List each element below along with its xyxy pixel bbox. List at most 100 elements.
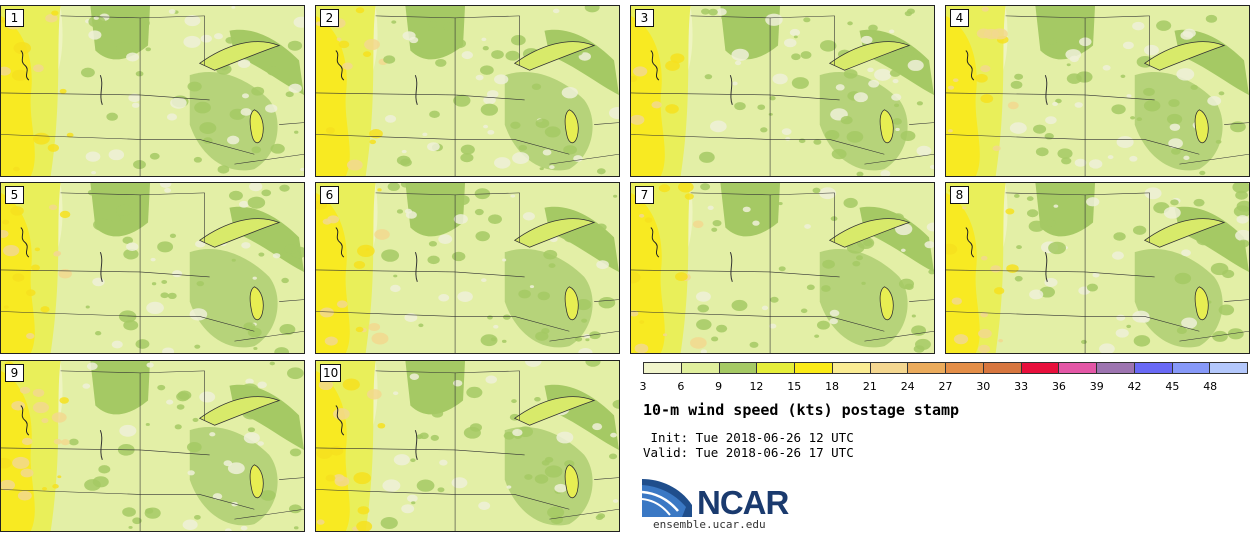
wind-speckle (131, 102, 140, 108)
wind-speckle (452, 38, 467, 49)
wind-speckle (353, 472, 371, 485)
state-boundary (946, 134, 1200, 155)
wind-speckle (1190, 84, 1198, 90)
wind-speckle (1156, 20, 1172, 31)
wind-speckle (639, 320, 645, 324)
wind-speckle (900, 130, 916, 142)
ncar-logo-text: NCAR (697, 484, 789, 521)
valid-time: Valid: Tue 2018-06-26 17 UTC (643, 445, 854, 460)
lake-superior (828, 218, 911, 248)
wind-speckle (164, 188, 172, 193)
wind-zone-9-12 (189, 427, 278, 526)
wind-speckle (843, 197, 858, 209)
wind-speckle (1169, 123, 1181, 131)
colorbar-swatch (719, 363, 758, 373)
wind-speckle (396, 209, 404, 214)
colorbar-tick: 33 (1014, 380, 1029, 393)
wind-speed-field (316, 183, 619, 353)
wind-speckle (356, 520, 373, 531)
wind-speckle (281, 277, 289, 284)
wind-zone-15-18 (316, 15, 350, 176)
river-line (335, 50, 345, 81)
wind-speckle (675, 272, 688, 282)
wind-zone-9-12 (405, 183, 466, 237)
wind-speckle (269, 361, 275, 366)
member-number-label: 5 (5, 186, 24, 204)
wind-speckle (243, 432, 260, 444)
wind-speckle (199, 391, 216, 403)
wind-speckle (1168, 99, 1180, 108)
wind-speckle (41, 418, 49, 424)
wind-speckle (830, 216, 838, 222)
wind-speckle (704, 74, 713, 80)
state-boundary (234, 508, 304, 520)
wind-speckle (1171, 148, 1181, 155)
wind-speckle (494, 157, 511, 169)
colorbar-swatch (983, 363, 1022, 373)
wind-speckle (135, 71, 144, 77)
wind-speckle (684, 193, 694, 200)
wind-speckle (658, 184, 671, 193)
wind-speckle (861, 281, 866, 285)
wind-speckle (734, 102, 746, 111)
wind-speckle (428, 241, 438, 247)
state-boundary (1084, 17, 1155, 101)
river-line (335, 405, 345, 436)
wind-speckle (279, 323, 296, 336)
wind-speckle (1061, 157, 1072, 165)
wind-speckle (249, 183, 263, 192)
wind-speckle (749, 341, 759, 348)
wind-speckle (85, 151, 101, 162)
wind-speckle (992, 145, 1001, 152)
wind-speckle (888, 29, 895, 34)
wind-speckle (783, 38, 797, 48)
wind-speckle (451, 251, 466, 262)
wind-speckle (194, 514, 201, 520)
wind-speckle (377, 188, 382, 192)
wind-speckle (1116, 314, 1126, 321)
wind-speckle (149, 152, 160, 160)
wind-speckle (384, 115, 397, 123)
wind-speckle (427, 142, 440, 152)
wind-speckle (481, 278, 487, 283)
wind-speckle (1180, 31, 1194, 40)
wind-speckle (692, 220, 704, 228)
wind-speckle (324, 336, 338, 346)
river-line (1044, 252, 1048, 283)
wind-speckle (336, 37, 342, 41)
state-boundary (549, 153, 619, 165)
wind-speckle (699, 151, 715, 163)
wind-speckle (1007, 101, 1019, 110)
wind-zone-9-12 (1134, 249, 1223, 348)
wind-speed-field (1, 183, 304, 353)
state-boundary (316, 134, 570, 155)
wind-zone-9-12 (189, 72, 278, 171)
state-boundary (594, 122, 619, 125)
river-line (650, 227, 660, 258)
wind-speckle (697, 304, 709, 313)
wind-speckle (608, 453, 618, 460)
wind-speckle (1026, 209, 1039, 218)
member-number-label: 3 (635, 9, 654, 27)
wind-speckle (132, 517, 142, 525)
wind-speckle (1218, 91, 1225, 96)
wind-speckle (357, 244, 375, 258)
wind-speckle (772, 73, 788, 85)
wind-speckle (1163, 206, 1181, 219)
colorbar-swatch (1059, 363, 1097, 373)
wind-speckle (369, 129, 383, 139)
wind-speckle (362, 51, 372, 57)
wind-speckle (544, 126, 561, 138)
lake-superior (198, 218, 281, 248)
wind-speckle (393, 454, 410, 466)
colorbar-swatch (1210, 363, 1247, 373)
state-boundary (375, 15, 520, 19)
wind-speckle (342, 378, 360, 391)
wind-speckle (1237, 239, 1249, 248)
wind-speckle (893, 103, 900, 108)
river-line (965, 50, 975, 81)
wind-speckle (1069, 55, 1079, 63)
state-boundary (279, 477, 304, 480)
wind-speckle (431, 409, 444, 418)
colorbar-swatch (757, 363, 795, 373)
